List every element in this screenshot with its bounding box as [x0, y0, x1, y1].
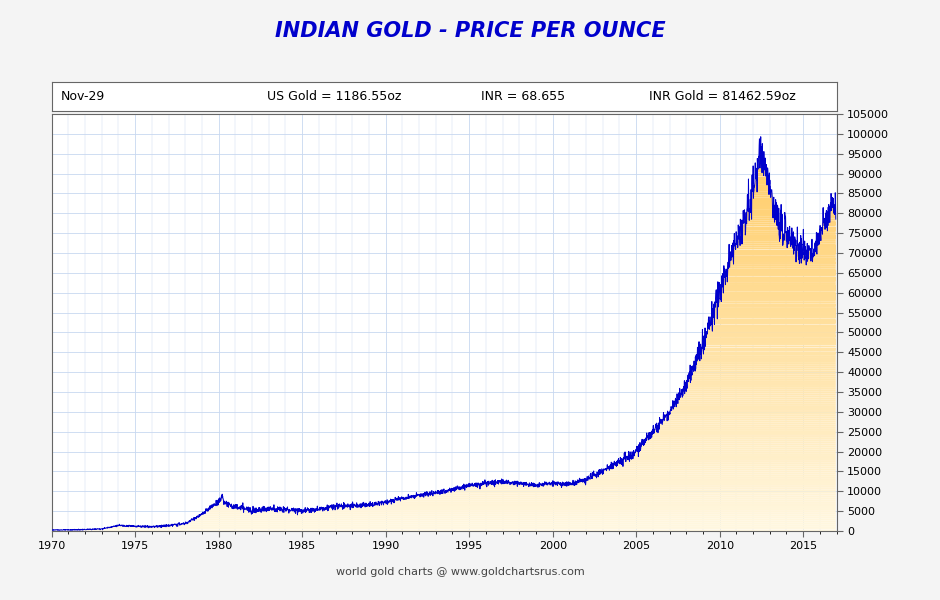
- Text: INDIAN GOLD - PRICE PER OUNCE: INDIAN GOLD - PRICE PER OUNCE: [274, 21, 666, 41]
- Text: world gold charts @ www.goldchartsrus.com: world gold charts @ www.goldchartsrus.co…: [337, 567, 585, 577]
- Text: Nov-29: Nov-29: [61, 90, 105, 103]
- Text: INR = 68.655: INR = 68.655: [480, 90, 565, 103]
- Text: US Gold = 1186.55oz: US Gold = 1186.55oz: [267, 90, 401, 103]
- Text: INR Gold = 81462.59oz: INR Gold = 81462.59oz: [650, 90, 796, 103]
